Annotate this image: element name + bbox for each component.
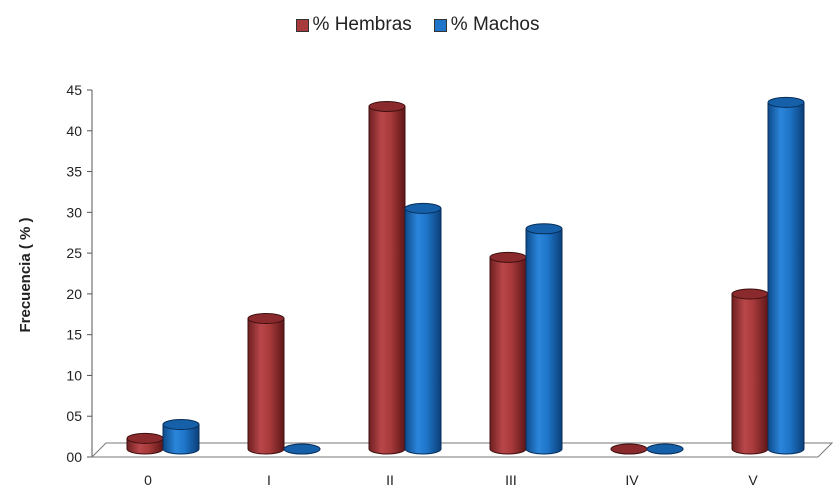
bar-top [525, 223, 563, 235]
bar-body [731, 293, 769, 455]
bar-machos [404, 202, 442, 455]
y-tick-label: 40 [66, 123, 82, 139]
y-tick-label: 10 [66, 367, 82, 383]
y-tick-label: 05 [66, 408, 82, 424]
legend-label-hembras: % Hembras [312, 14, 412, 35]
x-tick-label: 0 [144, 472, 152, 488]
bar-hembras [489, 251, 527, 455]
bar-top [162, 419, 200, 431]
bar-machos [767, 96, 805, 455]
x-tick-label: II [386, 472, 394, 488]
bar-machos [646, 443, 684, 455]
y-tick-label: 45 [66, 82, 82, 98]
chart-floor [90, 442, 834, 458]
bar-machos [283, 443, 321, 455]
bar-hembras [247, 313, 285, 455]
bar-body [247, 318, 285, 455]
y-axis-title: Frecuencia ( % ) [17, 217, 34, 332]
legend-swatch-machos [433, 18, 447, 32]
x-tick-label: III [505, 472, 517, 488]
bars-layer [126, 96, 805, 455]
bar-top [368, 100, 406, 112]
bar-top [731, 288, 769, 300]
y-tick-label: 15 [66, 327, 82, 343]
y-tick-label: 20 [66, 286, 82, 302]
bar-top [646, 443, 684, 455]
bar-top [126, 432, 164, 444]
legend-item-hembras: % Hembras [295, 14, 412, 36]
bar-body [489, 256, 527, 455]
y-tick-label: 30 [66, 204, 82, 220]
floor-plane [90, 442, 834, 458]
bar-body [162, 424, 200, 455]
bar-top [489, 251, 527, 263]
legend: % Hembras % Machos [0, 10, 835, 40]
bar-body [404, 207, 442, 455]
bar-body [767, 101, 805, 455]
bar-top [767, 96, 805, 108]
y-tick-label: 35 [66, 164, 82, 180]
legend-label-machos: % Machos [450, 14, 540, 35]
legend-item-machos: % Machos [433, 14, 540, 36]
bar-body [525, 228, 563, 455]
bar-top [404, 202, 442, 214]
bar-top [610, 443, 648, 455]
bar-body [368, 105, 406, 455]
x-tick-label: I [267, 472, 271, 488]
x-tick-label: IV [625, 472, 639, 488]
bar-machos [525, 223, 563, 455]
bar-hembras [126, 432, 164, 455]
y-tick-label: 25 [66, 245, 82, 261]
bar-hembras [731, 288, 769, 455]
bar-machos [162, 419, 200, 455]
bar-top [247, 313, 285, 325]
y-tick-label: 00 [66, 449, 82, 465]
x-tick-label: V [748, 472, 758, 488]
bar-hembras [610, 443, 648, 455]
legend-swatch-hembras [295, 18, 309, 32]
bar-top [283, 443, 321, 455]
bar-hembras [368, 100, 406, 455]
